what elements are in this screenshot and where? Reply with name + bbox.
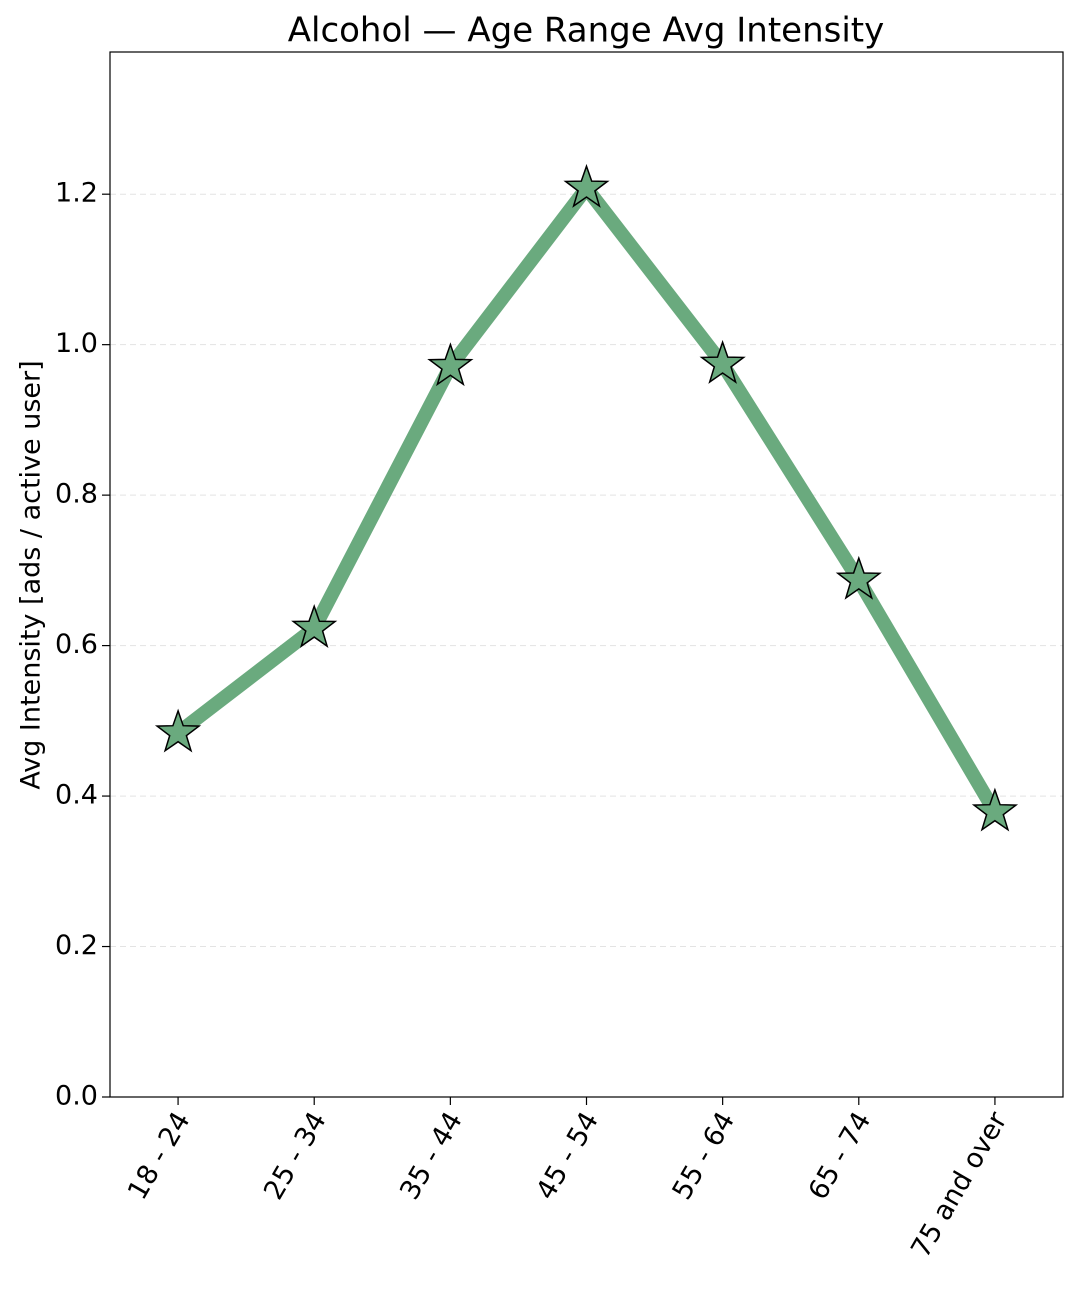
x-tick-label: 55 - 64 [667, 1107, 742, 1205]
y-tick-label: 1.2 [55, 178, 98, 209]
plot-frame [109, 51, 1064, 1098]
y-tick-label: 0.2 [55, 930, 98, 961]
y-axis-label: Avg Intensity [ads / active user] [16, 360, 47, 789]
x-tick-label: 65 - 74 [803, 1107, 878, 1205]
line [173, 181, 1001, 816]
x-tick-label: 45 - 54 [530, 1107, 605, 1205]
x-tick-label: 25 - 34 [258, 1107, 333, 1205]
marker [291, 604, 338, 648]
x-tick-label: 18 - 24 [122, 1107, 197, 1205]
marker [971, 787, 1019, 832]
y-tick-label: 0.6 [55, 629, 98, 660]
marker [563, 163, 610, 208]
y-tick-label: 0.0 [55, 1081, 98, 1112]
marker [699, 339, 746, 384]
y-tick-label: 0.4 [55, 780, 98, 811]
y-tick-label: 0.8 [55, 479, 98, 510]
marker [154, 708, 202, 753]
marker [427, 342, 474, 387]
x-tick-label: 75 and over [905, 1106, 1014, 1263]
y-tick-label: 1.0 [55, 328, 98, 359]
chart-title: Alcohol — Age Range Avg Intensity [288, 11, 885, 51]
marker [835, 555, 882, 600]
x-tick-label: 35 - 44 [394, 1107, 469, 1205]
